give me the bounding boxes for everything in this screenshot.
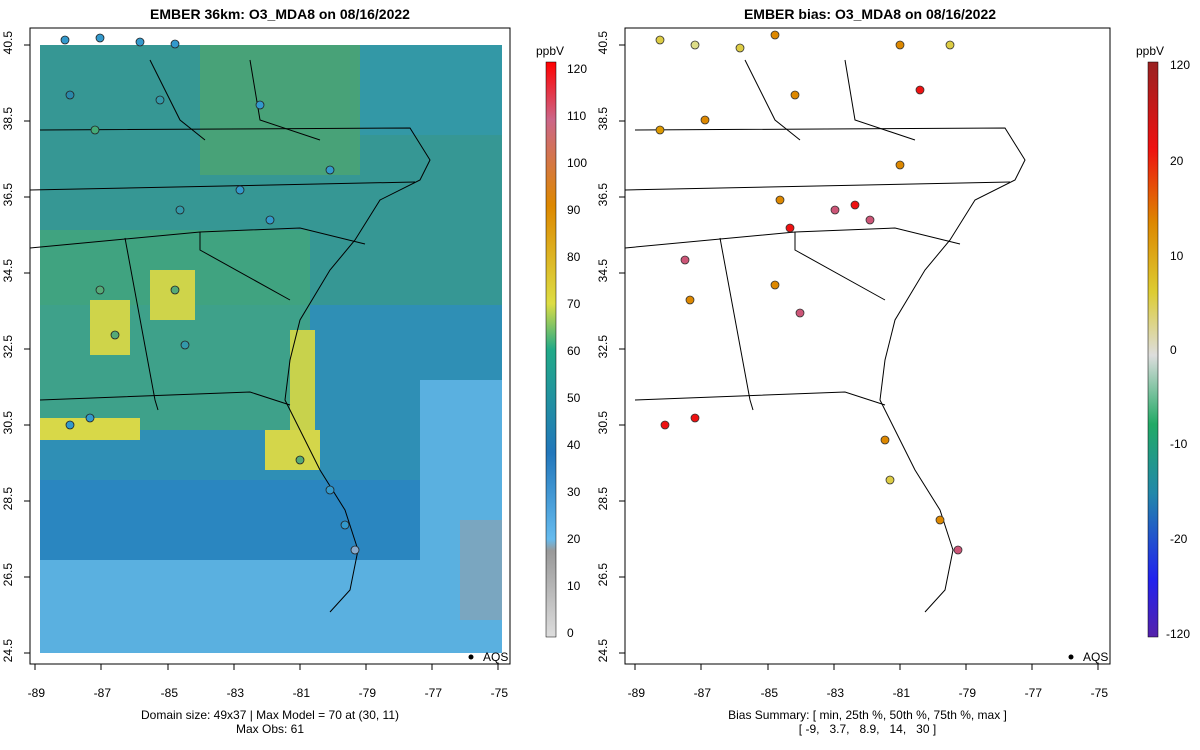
y-tick: 30.5 — [596, 411, 610, 435]
x-tick: -75 — [490, 686, 508, 700]
colorbar-tick: 20 — [1170, 154, 1184, 168]
colorbar-tick: 50 — [567, 391, 581, 405]
colorbar-tick: 100 — [567, 156, 588, 170]
colorbar-tick: 40 — [567, 438, 581, 452]
x-tick: -77 — [1024, 686, 1042, 700]
y-tick: 36.5 — [1, 183, 15, 207]
colorbar-tick: 10 — [1170, 249, 1184, 263]
x-tick: -81 — [292, 686, 310, 700]
y-tick: 40.5 — [1, 31, 15, 55]
colorbar-tick: -10 — [1170, 437, 1188, 451]
left-colorbar — [545, 61, 557, 638]
right-map-title: EMBER bias: O3_MDA8 on 08/16/2022 — [743, 6, 997, 22]
right-colorbar — [1147, 61, 1159, 638]
colorbar-tick: -20 — [1170, 532, 1188, 546]
colorbar-tick: 10 — [567, 579, 581, 593]
model-ozone-field — [40, 45, 502, 653]
x-tick: -87 — [93, 686, 111, 700]
y-tick: 32.5 — [596, 335, 610, 359]
x-tick: -89 — [627, 686, 645, 700]
colorbar-tick: 30 — [567, 485, 581, 499]
left-caption-line2: Max Obs: 61 — [235, 722, 305, 736]
right-marker-label: AQS — [1083, 650, 1109, 664]
left-colorbar-unit: ppbV — [536, 44, 565, 58]
x-tick: -89 — [27, 686, 45, 700]
y-tick: 40.5 — [596, 31, 610, 55]
right-boundaries — [624, 59, 1026, 613]
colorbar-tick: -120 — [1166, 627, 1191, 641]
right-caption-line2: [ -9, 3.7, 8.9, 14, 30 ] — [798, 722, 937, 736]
colorbar-tick: 20 — [567, 532, 581, 546]
x-tick: -75 — [1090, 686, 1108, 700]
y-tick: 26.5 — [596, 563, 610, 587]
right-colorbar-unit: ppbV — [1136, 44, 1165, 58]
y-tick: 28.5 — [1, 487, 15, 511]
x-tick: -83 — [226, 686, 244, 700]
left-boundaries — [29, 59, 431, 613]
left-marker-label: AQS — [483, 650, 509, 664]
left-x-axis — [34, 664, 499, 670]
x-tick: -85 — [760, 686, 778, 700]
colorbar-tick: 110 — [567, 109, 587, 123]
colorbar-tick: 0 — [567, 626, 574, 640]
colorbar-tick: 120 — [1170, 58, 1191, 72]
y-tick: 38.5 — [1, 107, 15, 131]
colorbar-tick: 120 — [567, 62, 588, 76]
left-caption-line1: Domain size: 49x37 | Max Model = 70 at (… — [140, 708, 400, 722]
right-x-axis — [634, 664, 1099, 670]
y-tick: 38.5 — [596, 107, 610, 131]
y-tick: 34.5 — [596, 259, 610, 283]
y-tick: 28.5 — [596, 487, 610, 511]
x-tick: -77 — [424, 686, 442, 700]
x-tick: -87 — [693, 686, 711, 700]
y-tick: 26.5 — [1, 563, 15, 587]
right-caption-line1: Bias Summary: [ min, 25th %, 50th %, 75t… — [728, 708, 1007, 722]
x-tick: -85 — [160, 686, 178, 700]
colorbar-tick: 90 — [567, 203, 581, 217]
x-tick: -83 — [826, 686, 844, 700]
x-tick: -79 — [358, 686, 376, 700]
x-tick: -81 — [892, 686, 910, 700]
y-tick: 30.5 — [1, 411, 15, 435]
aqs-marker-dot — [1068, 654, 1074, 660]
left-map-plot — [24, 27, 557, 670]
colorbar-tick: 60 — [567, 344, 581, 358]
left-y-axis — [24, 44, 30, 654]
colorbar-tick: 0 — [1170, 343, 1177, 357]
right-y-axis — [619, 44, 625, 654]
colorbar-tick: 80 — [567, 250, 581, 264]
right-map-plot — [619, 27, 1159, 670]
y-tick: 36.5 — [596, 183, 610, 207]
left-obs-sites — [60, 33, 360, 555]
y-tick: 34.5 — [1, 259, 15, 283]
x-tick: -79 — [958, 686, 976, 700]
y-tick: 24.5 — [596, 639, 610, 663]
y-tick: 24.5 — [1, 639, 15, 663]
colorbar-tick: 70 — [567, 297, 581, 311]
right-bias-sites — [655, 30, 963, 555]
left-map-title: EMBER 36km: O3_MDA8 on 08/16/2022 — [150, 6, 410, 22]
y-tick: 32.5 — [1, 335, 15, 359]
aqs-marker-dot — [468, 654, 474, 660]
right-plot-frame — [624, 27, 1111, 665]
